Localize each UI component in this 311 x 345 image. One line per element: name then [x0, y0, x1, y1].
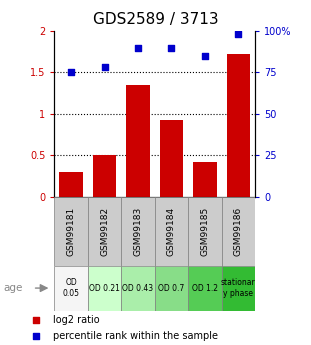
- FancyBboxPatch shape: [54, 197, 88, 266]
- Bar: [59, 172, 83, 197]
- Text: percentile rank within the sample: percentile rank within the sample: [53, 331, 218, 341]
- Point: [202, 53, 207, 59]
- Text: GSM99181: GSM99181: [67, 207, 76, 256]
- Text: stationar
y phase: stationar y phase: [221, 278, 256, 298]
- Text: OD 1.2: OD 1.2: [192, 284, 218, 293]
- FancyBboxPatch shape: [54, 266, 88, 311]
- Text: OD 0.21: OD 0.21: [89, 284, 120, 293]
- Point: [236, 32, 241, 37]
- Text: log2 ratio: log2 ratio: [53, 315, 100, 325]
- Text: GDS2589 / 3713: GDS2589 / 3713: [93, 12, 218, 27]
- FancyBboxPatch shape: [222, 266, 255, 311]
- FancyBboxPatch shape: [188, 266, 222, 311]
- Bar: [227, 54, 250, 197]
- FancyBboxPatch shape: [88, 197, 121, 266]
- FancyBboxPatch shape: [121, 197, 155, 266]
- Bar: [126, 85, 150, 197]
- Text: GSM99183: GSM99183: [133, 207, 142, 256]
- Point: [33, 317, 38, 323]
- Bar: [193, 162, 216, 197]
- FancyBboxPatch shape: [88, 266, 121, 311]
- Point: [33, 333, 38, 339]
- Text: OD
0.05: OD 0.05: [63, 278, 80, 298]
- Text: OD 0.7: OD 0.7: [158, 284, 184, 293]
- Text: GSM99184: GSM99184: [167, 207, 176, 256]
- Text: OD 0.43: OD 0.43: [123, 284, 154, 293]
- Point: [102, 65, 107, 70]
- Bar: [160, 120, 183, 197]
- FancyBboxPatch shape: [222, 197, 255, 266]
- Text: GSM99185: GSM99185: [200, 207, 209, 256]
- Text: age: age: [3, 283, 22, 293]
- Point: [169, 45, 174, 50]
- Bar: [93, 155, 116, 197]
- FancyBboxPatch shape: [121, 266, 155, 311]
- FancyBboxPatch shape: [155, 197, 188, 266]
- Text: GSM99186: GSM99186: [234, 207, 243, 256]
- FancyBboxPatch shape: [155, 266, 188, 311]
- Point: [136, 45, 141, 50]
- Point: [69, 70, 74, 75]
- Text: GSM99182: GSM99182: [100, 207, 109, 256]
- FancyBboxPatch shape: [188, 197, 222, 266]
